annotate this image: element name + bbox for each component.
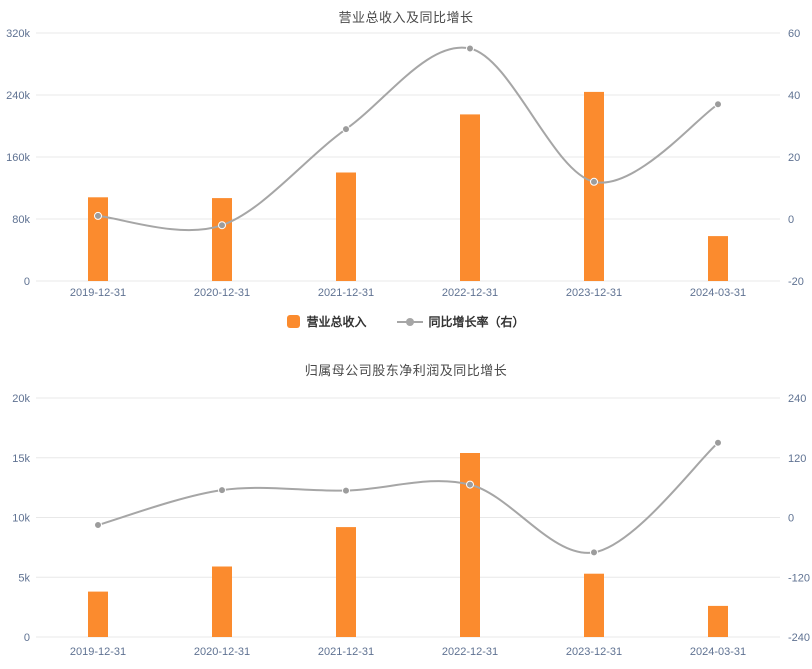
x-axis-label: 2023-12-31 [566, 287, 622, 299]
x-axis-label: 2022-12-31 [442, 646, 498, 658]
data-point[interactable] [714, 438, 722, 447]
right-axis-tick-label: -240 [788, 632, 810, 644]
right-axis-tick-label: 240 [788, 393, 806, 405]
left-axis-tick-label: 160k [6, 152, 30, 164]
bar[interactable] [212, 566, 232, 638]
legend-label-revenue: 营业总收入 [306, 315, 367, 329]
left-axis-tick-label: 320k [6, 28, 30, 40]
data-point[interactable] [218, 486, 226, 495]
x-axis-label: 2023-12-31 [566, 646, 622, 658]
bar[interactable] [460, 453, 480, 637]
left-axis-tick-label: 15k [12, 453, 30, 465]
right-axis-tick-label: -20 [788, 276, 804, 288]
data-point[interactable] [590, 177, 598, 186]
x-axis-label: 2024-03-31 [690, 646, 746, 658]
revenue-chart-title: 营业总收入及同比增长 [338, 10, 474, 25]
right-axis-tick-label: 60 [788, 28, 800, 40]
left-axis-tick-label: 80k [12, 214, 30, 226]
legend-item-revenue[interactable]: 营业总收入 [287, 313, 367, 330]
x-axis-label: 2019-12-31 [70, 287, 126, 299]
right-axis-tick-label: 40 [788, 90, 800, 102]
bar[interactable] [88, 591, 108, 637]
left-axis-tick-label: 240k [6, 90, 30, 102]
bar[interactable] [584, 91, 604, 282]
left-axis-tick-label: 0 [24, 632, 30, 644]
net-profit-chart-title: 归属母公司股东净利润及同比增长 [304, 363, 508, 378]
data-point[interactable] [466, 480, 474, 489]
bar[interactable] [460, 114, 480, 282]
bar[interactable] [88, 197, 108, 281]
bar[interactable] [336, 527, 356, 637]
x-axis-label: 2021-12-31 [318, 287, 374, 299]
x-axis-label: 2020-12-31 [194, 646, 250, 658]
x-axis-label: 2019-12-31 [70, 646, 126, 658]
right-axis-tick-label: 120 [788, 453, 806, 465]
trend-line [97, 46, 719, 232]
x-axis-label: 2024-03-31 [690, 287, 746, 299]
data-point[interactable] [342, 125, 350, 134]
x-axis-label: 2022-12-31 [442, 287, 498, 299]
right-axis-tick-label: 20 [788, 152, 800, 164]
bar[interactable] [212, 198, 232, 281]
net-profit-chart-canvas: 0 -240 5k -120 10k 0 15k 120 20k 240 2019-12-31 202… [12, 393, 810, 658]
data-point[interactable] [94, 521, 102, 529]
right-axis-tick-label: 0 [788, 513, 794, 525]
revenue-chart-legend: 营业总收入 同比增长率（右） [0, 313, 812, 330]
bar[interactable] [708, 605, 728, 637]
trend-line [97, 441, 719, 554]
data-point[interactable] [590, 548, 598, 557]
left-axis-tick-label: 0 [24, 276, 30, 288]
data-point[interactable] [94, 211, 102, 220]
line-series-legend-icon [396, 315, 423, 328]
legend-label-growth-rate: 同比增长率（右） [428, 315, 525, 329]
bar[interactable] [708, 236, 728, 281]
revenue-chart-canvas: 0 -20 80k 0 160k 20 240k 40 320k 60 2019-12-31 2020… [6, 28, 804, 299]
legend-item-growth-rate[interactable]: 同比增长率（右） [396, 313, 525, 330]
left-axis-tick-label: 10k [12, 513, 30, 525]
bar-series-legend-icon [287, 315, 301, 328]
data-point[interactable] [218, 221, 226, 230]
data-point[interactable] [466, 44, 474, 53]
data-point[interactable] [714, 100, 722, 109]
left-axis-tick-label: 20k [12, 393, 30, 405]
data-point[interactable] [342, 486, 350, 495]
x-axis-label: 2021-12-31 [318, 646, 374, 658]
x-axis-label: 2020-12-31 [194, 287, 250, 299]
bar[interactable] [584, 573, 604, 637]
right-axis-tick-label: -120 [788, 572, 810, 584]
bar[interactable] [336, 172, 356, 282]
right-axis-tick-label: 0 [788, 214, 794, 226]
left-axis-tick-label: 5k [18, 572, 30, 584]
